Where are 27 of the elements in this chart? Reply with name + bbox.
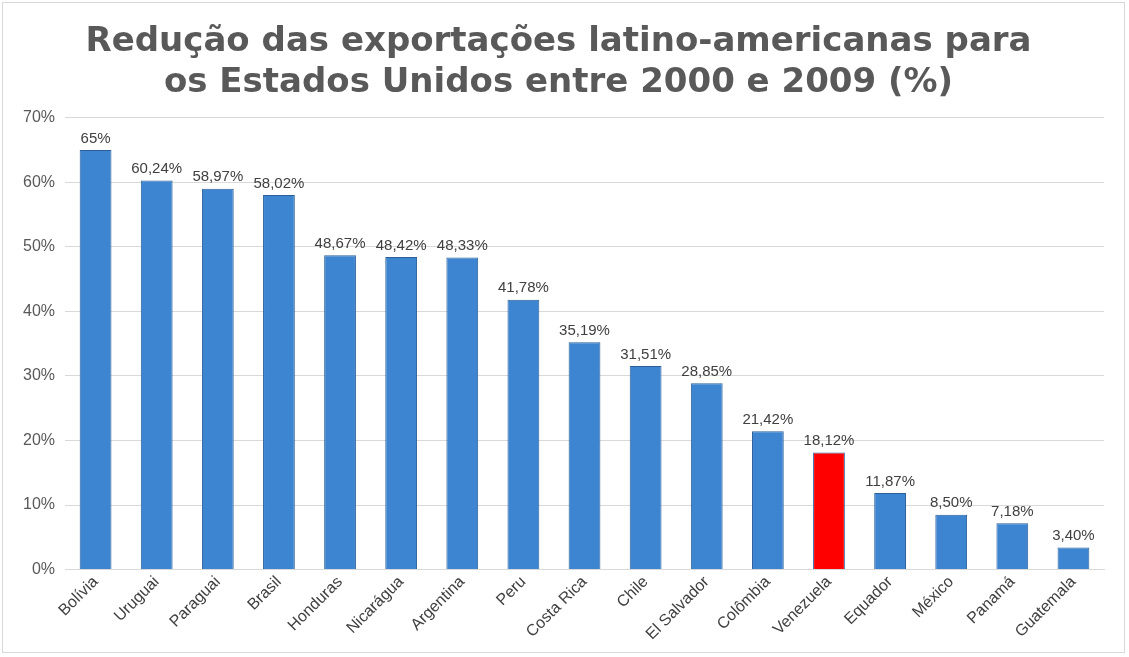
y-tick-label: 50% bbox=[22, 237, 56, 255]
data-label: 48,42% bbox=[375, 235, 427, 253]
data-label: 3,40% bbox=[1052, 526, 1095, 544]
y-tick-label: 60% bbox=[22, 172, 56, 190]
data-label: 21,42% bbox=[742, 409, 794, 427]
data-label: 18,12% bbox=[803, 431, 855, 449]
data-label: 48,33% bbox=[436, 236, 488, 254]
y-tick-label: 0% bbox=[31, 559, 56, 577]
data-label: 58,97% bbox=[192, 167, 244, 185]
data-label: 65% bbox=[80, 128, 111, 146]
data-label: 41,78% bbox=[497, 278, 549, 296]
y-tick-label: 20% bbox=[22, 430, 56, 448]
data-label: 35,19% bbox=[559, 321, 610, 338]
data-label: 7,18% bbox=[991, 501, 1034, 519]
y-tick-label: 30% bbox=[22, 366, 56, 384]
y-tick-label: 70% bbox=[22, 108, 56, 126]
data-label: 58,02% bbox=[253, 173, 305, 191]
y-tick-label: 40% bbox=[22, 301, 56, 319]
data-label: 28,85% bbox=[681, 361, 733, 379]
data-label: 60,24% bbox=[131, 159, 183, 177]
data-label: 8,50% bbox=[929, 493, 973, 511]
text: Redução das exportações latino-americanas para bbox=[85, 19, 1032, 60]
y-tick-label: 10% bbox=[22, 495, 56, 513]
data-label: 11,87% bbox=[865, 471, 915, 489]
data-label: 31,51% bbox=[620, 344, 672, 362]
text: os Estados Unidos entre 2000 e 2009 (%) bbox=[163, 60, 954, 101]
data-label: 48,67% bbox=[314, 233, 366, 251]
